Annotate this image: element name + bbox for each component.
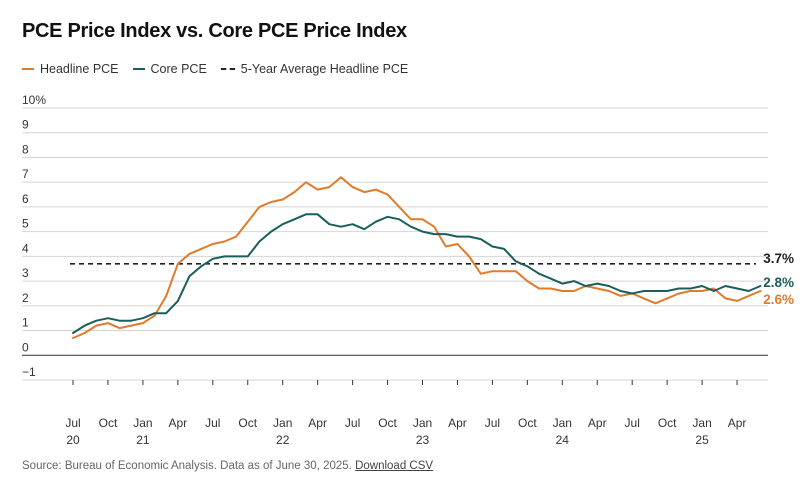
legend-label-core: Core PCE	[150, 62, 207, 76]
legend: Headline PCE Core PCE 5-Year Average Hea…	[22, 62, 408, 76]
x-tick-year: 24	[556, 433, 570, 447]
x-tick-year: 21	[136, 433, 150, 447]
x-tick-month: Apr	[448, 416, 467, 430]
legend-swatch-headline	[22, 68, 34, 70]
chart-title: PCE Price Index vs. Core PCE Price Index	[22, 20, 407, 42]
core-end-label: 2.8%	[763, 275, 794, 290]
x-tick-month: Jul	[65, 416, 80, 430]
x-tick-year: 20	[66, 433, 80, 447]
y-tick-label: −1	[22, 365, 36, 379]
y-tick-label: 2	[22, 291, 29, 305]
legend-swatch-average	[220, 68, 235, 70]
x-tick-month: Apr	[728, 416, 747, 430]
download-csv-link[interactable]: Download CSV	[355, 460, 434, 472]
x-tick-year: 25	[695, 433, 709, 447]
legend-label-average: 5-Year Average Headline PCE	[240, 62, 409, 76]
x-tick-month: Jul	[625, 416, 640, 430]
y-tick-label: 1	[22, 316, 29, 330]
x-tick-month: Apr	[308, 416, 327, 430]
x-tick-month: Oct	[99, 416, 118, 430]
headline-pce-line	[72, 176, 762, 339]
source-text: Source: Bureau of Economic Analysis. Dat…	[22, 460, 352, 472]
x-tick-month: Jul	[485, 416, 500, 430]
y-tick-label: 4	[22, 241, 29, 255]
x-tick-month: Apr	[588, 416, 607, 430]
x-tick-month: Oct	[378, 416, 397, 430]
average-end-label: 3.7%	[763, 251, 794, 266]
x-tick-month: Jan	[692, 416, 711, 430]
core-pce-line	[72, 213, 762, 334]
legend-label-headline: Headline PCE	[40, 62, 119, 76]
source-note: Source: Bureau of Economic Analysis. Dat…	[22, 460, 433, 472]
y-tick-label: 10%	[22, 93, 46, 107]
y-tick-label: 9	[22, 118, 29, 132]
headline-end-label: 2.6%	[763, 292, 794, 307]
x-tick-month: Oct	[658, 416, 677, 430]
y-tick-label: 7	[22, 167, 29, 181]
x-tick-month: Jul	[205, 416, 220, 430]
x-tick-month: Oct	[238, 416, 257, 430]
legend-item-core: Core PCE	[132, 62, 207, 76]
x-tick-month: Jul	[345, 416, 360, 430]
y-tick-label: 0	[22, 340, 29, 354]
y-tick-label: 6	[22, 192, 29, 206]
x-tick-month: Jan	[553, 416, 572, 430]
x-tick-month: Apr	[169, 416, 188, 430]
y-tick-label: 5	[22, 217, 29, 231]
x-tick-year: 22	[276, 433, 290, 447]
y-tick-label: 8	[22, 142, 29, 156]
legend-item-headline: Headline PCE	[22, 62, 119, 76]
x-tick-month: Jan	[413, 416, 432, 430]
legend-item-average: 5-Year Average Headline PCE	[220, 62, 409, 76]
x-tick-month: Oct	[518, 416, 537, 430]
x-tick-month: Jan	[133, 416, 152, 430]
x-tick-month: Jan	[273, 416, 292, 430]
y-tick-label: 3	[22, 266, 29, 280]
x-tick-year: 23	[416, 433, 430, 447]
legend-swatch-core	[132, 68, 145, 70]
